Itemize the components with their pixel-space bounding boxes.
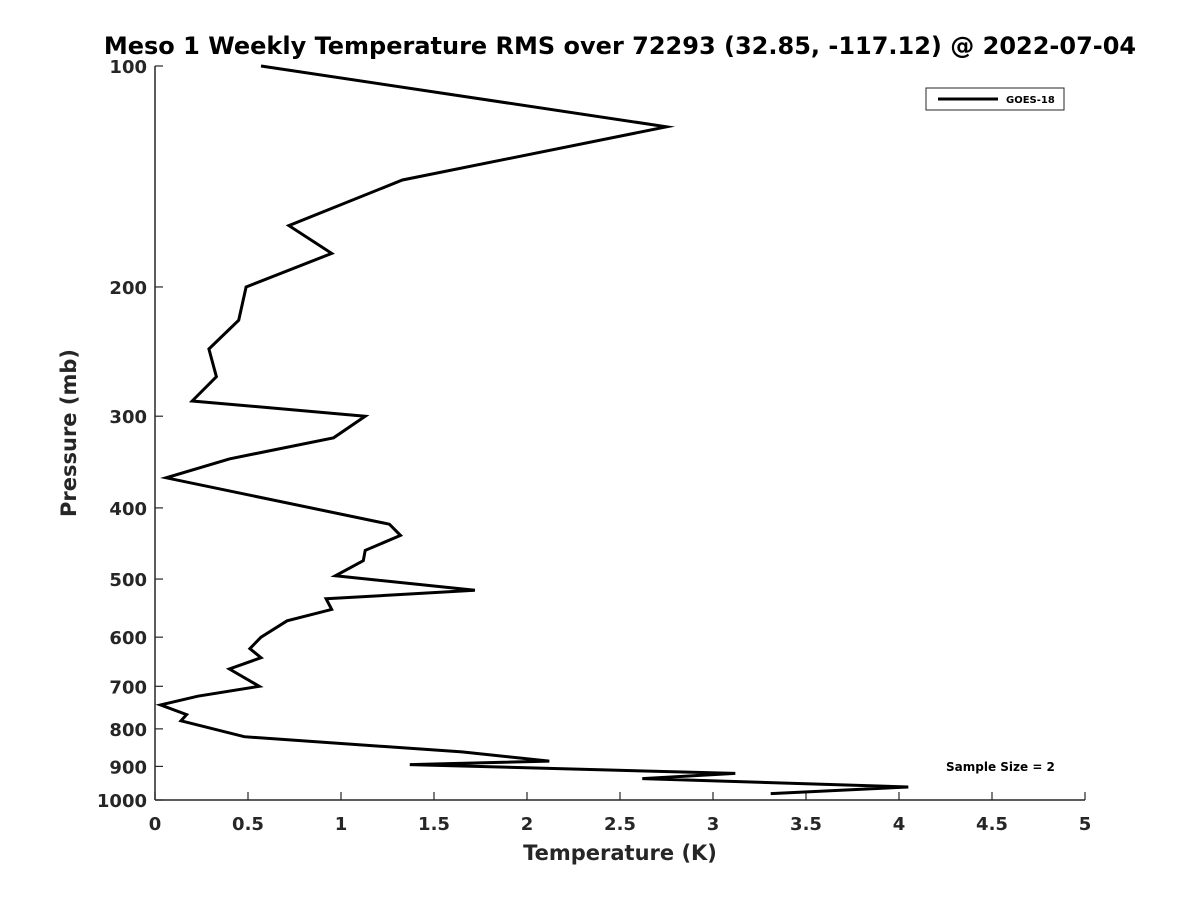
x-tick-label: 4	[893, 814, 906, 835]
x-tick-label: 3	[707, 814, 720, 835]
x-tick-label: 0	[149, 814, 162, 835]
y-tick-label: 500	[109, 570, 147, 591]
sample-size-annotation: Sample Size = 2	[946, 760, 1055, 774]
y-tick-label: 400	[109, 499, 147, 520]
plot-axes	[154, 66, 1085, 801]
x-tick-label: 0.5	[232, 814, 264, 835]
y-tick-label: 100	[109, 57, 147, 78]
y-tick-label: 800	[109, 720, 147, 741]
y-tick-label: 600	[109, 628, 147, 649]
x-axis-ticks: 0 0.5 1 1.5 2 2.5 3 3.5 4 4.5 5	[149, 792, 1092, 835]
x-tick-label: 1	[335, 814, 348, 835]
legend: GOES-18	[925, 87, 1065, 111]
x-axis-label: Temperature (K)	[523, 841, 717, 865]
x-tick-label: 5	[1079, 814, 1092, 835]
x-tick-label: 2	[521, 814, 534, 835]
chart-title: Meso 1 Weekly Temperature RMS over 72293…	[104, 32, 1136, 60]
x-tick-label: 1.5	[418, 814, 450, 835]
y-tick-label: 1000	[97, 791, 147, 812]
x-tick-label: 4.5	[976, 814, 1008, 835]
y-axis-ticks: 100 200 300 400 500 600 700 800 900 1000	[97, 57, 163, 812]
x-tick-label: 2.5	[604, 814, 636, 835]
legend-label-goes-18: GOES-18	[1006, 95, 1055, 106]
y-axis-label: Pressure (mb)	[57, 349, 81, 517]
y-tick-label: 700	[109, 677, 147, 698]
series-layer	[155, 64, 909, 796]
y-tick-label: 200	[109, 278, 147, 299]
x-tick-label: 3.5	[790, 814, 822, 835]
y-tick-label: 900	[109, 757, 147, 778]
y-tick-label: 300	[109, 407, 147, 428]
series-line-goes-18	[155, 64, 909, 796]
